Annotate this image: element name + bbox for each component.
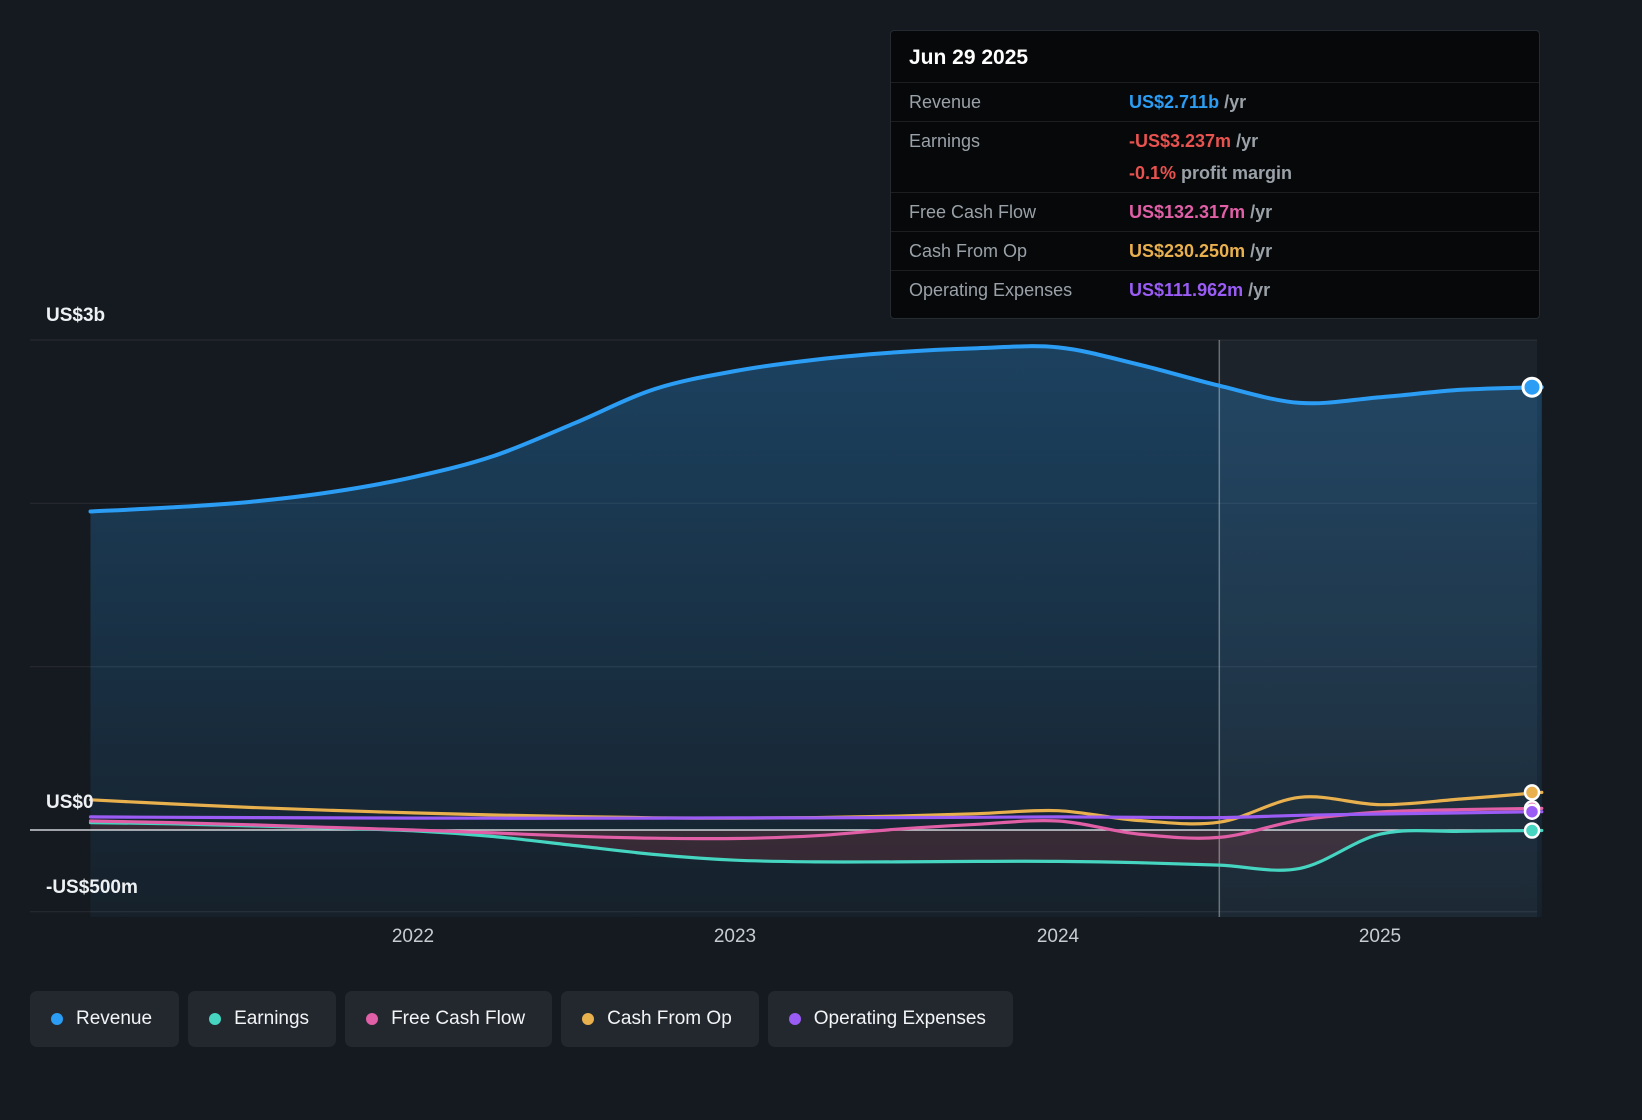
legend-item-revenue[interactable]: Revenue [30,991,180,1047]
tooltip-row-profit-margin: -0.1% profit margin [891,160,1539,192]
tooltip-label: Free Cash Flow [909,202,1037,223]
legend-label: Operating Expenses [813,1008,986,1029]
tooltip-value: -US$3.237m /yr [1129,131,1259,152]
tooltip-label: Earnings [909,131,981,152]
tooltip-value: US$111.962m /yr [1129,280,1271,301]
tooltip-row-revenue: Revenue US$2.711b /yr [891,82,1539,121]
legend-label: Earnings [234,1008,310,1029]
x-axis-label-2024: 2024 [1036,926,1080,947]
tooltip-date: Jun 29 2025 [909,46,1029,69]
legend-item-earnings[interactable]: Earnings [188,991,337,1047]
chart-tooltip: Jun 29 2025 Revenue US$2.711b /yr Earnin… [890,30,1540,319]
x-axis-label-2023: 2023 [713,926,757,947]
tooltip-value: US$132.317m /yr [1129,202,1273,223]
x-axis-label-2022: 2022 [391,926,435,947]
free-cash-flow-dot-icon [366,1013,379,1025]
legend-label: Cash From Op [607,1008,732,1029]
tooltip-label: Cash From Op [909,241,1028,262]
operating-expenses-dot-icon [788,1013,801,1025]
tooltip-label: Revenue [909,92,982,112]
tooltip-row-free-cash-flow: Free Cash Flow US$132.317m /yr [891,192,1539,231]
cash-from-op-dot-icon [582,1013,595,1025]
tooltip-row-cash-from-op: Cash From Op US$230.250m /yr [891,231,1539,270]
revenue-dot-icon [51,1013,63,1025]
tooltip-row-earnings: Earnings -US$3.237m /yr [891,121,1539,160]
earnings-dot-icon [209,1013,222,1025]
tooltip-label: Operating Expenses [909,280,1073,301]
legend-item-operating-expenses[interactable]: Operating Expenses [767,991,1013,1047]
legend-item-free-cash-flow[interactable]: Free Cash Flow [345,991,553,1047]
tooltip-value: US$230.250m /yr [1129,241,1273,262]
y-axis-label-3b: US$3b [46,305,106,326]
tooltip-value: -0.1% profit margin [1129,163,1293,184]
legend-label: Free Cash Flow [391,1008,526,1029]
y-axis-label-zero: US$0 [46,792,94,813]
tooltip-row-operating-expenses: Operating Expenses US$111.962m /yr [891,270,1539,309]
legend-item-cash-from-op[interactable]: Cash From Op [561,991,759,1047]
chart-legend: Revenue Earnings Free Cash Flow Cash Fro… [30,991,1013,1047]
legend-label: Revenue [76,1008,153,1029]
tooltip-value: US$2.711b /yr [1129,92,1247,112]
x-axis-label-2025: 2025 [1358,926,1402,947]
y-axis-label-neg500m: -US$500m [46,877,138,898]
